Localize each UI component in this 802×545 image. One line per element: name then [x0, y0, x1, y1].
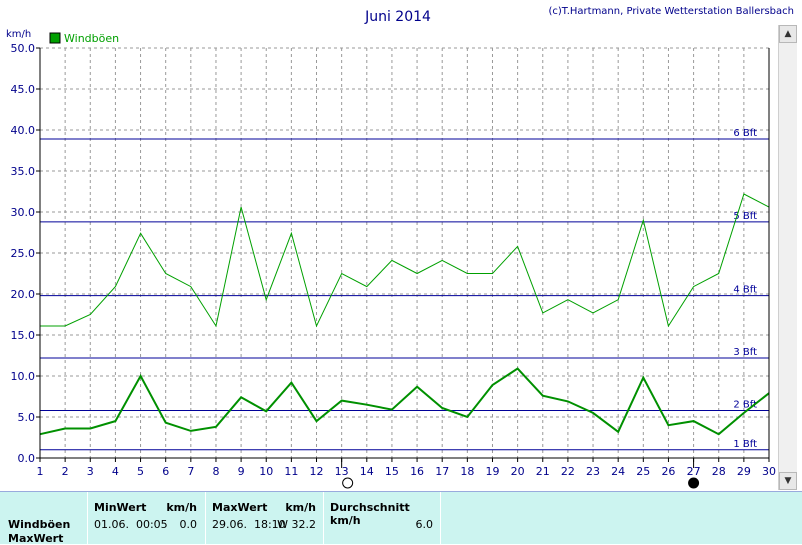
x-tick-label: 22: [561, 465, 575, 478]
x-tick-label: 6: [162, 465, 169, 478]
y-tick-label: 15.0: [11, 329, 36, 342]
row-label-maxwert: MaxWert: [8, 532, 64, 545]
legend: Windböen: [49, 32, 119, 45]
x-tick-label: 24: [611, 465, 625, 478]
x-tick-label: 13: [335, 465, 349, 478]
maxwert-datetime: 29.06. 18:10: [212, 518, 286, 531]
durchschnitt-value: 6.0: [415, 518, 434, 531]
y-tick-label: 25.0: [11, 247, 36, 260]
minwert-datetime: 01.06. 00:05: [94, 518, 168, 531]
y-axis-unit: km/h: [6, 29, 31, 40]
new-moon-icon: [688, 477, 700, 489]
y-tick-label: 10.0: [11, 370, 36, 383]
durchschnitt-cell: Durchschnitt km/h 6.0: [324, 492, 441, 544]
y-tick-label: 5.0: [18, 411, 36, 424]
y-tick-label: 30.0: [11, 206, 36, 219]
full-moon-icon: [342, 477, 354, 489]
row-label-cell: Windböen MaxWert: [0, 492, 88, 545]
x-tick-label: 12: [310, 465, 324, 478]
minwert-header: MinWert: [94, 501, 147, 514]
y-tick-label: 20.0: [11, 288, 36, 301]
maxwert-cell: MaxWert km/h 29.06. 18:10 W 32.2: [206, 492, 324, 544]
x-tick-label: 21: [536, 465, 550, 478]
wind-chart: 1 Bft 2 Bft 3 Bft 4 Bft 5 Bft 6 Bft 0.0 5.0 10.…: [6, 6, 794, 489]
chart-title: Juni 2014: [364, 9, 431, 25]
x-tick-label: 17: [435, 465, 449, 478]
empty-cell: [441, 492, 802, 544]
x-tick-label: 10: [259, 465, 273, 478]
vertical-scrollbar[interactable]: ▲ ▼: [778, 25, 797, 490]
x-tick-label: 8: [212, 465, 219, 478]
beaufort-label: 5 Bft: [733, 211, 757, 222]
beaufort-label: 2 Bft: [733, 399, 757, 410]
x-tick-label: 19: [485, 465, 499, 478]
beaufort-label: 1 Bft: [733, 439, 757, 450]
x-tick-label: 11: [284, 465, 298, 478]
row-label-windboeen: Windböen: [8, 518, 71, 531]
beaufort-label: 6 Bft: [733, 128, 757, 139]
y-tick-label: 35.0: [11, 165, 36, 178]
copyright-text: (c)T.Hartmann, Private Wetterstation Bal…: [548, 6, 794, 17]
minwert-value: 0.0: [179, 518, 198, 531]
series-line-secondary: [39, 367, 770, 436]
moon-markers: [341, 458, 700, 489]
x-tick-label: 14: [360, 465, 374, 478]
x-tick-label: 26: [661, 465, 675, 478]
maxwert-unit: km/h: [285, 501, 316, 514]
x-tick-label: 16: [410, 465, 424, 478]
tick-labels: 0.0 5.0 10.0 15.0 20.0 25.0 30.0 35.0 40.0 45.0 50…: [11, 42, 777, 478]
x-tick-label: 5: [137, 465, 144, 478]
minwert-unit: km/h: [166, 501, 197, 514]
grid: [40, 47, 769, 458]
x-tick-label: 27: [687, 465, 701, 478]
y-tick-label: 0.0: [18, 452, 36, 465]
x-tick-label: 9: [238, 465, 245, 478]
series-line-windboeen: [40, 193, 770, 328]
statistics-panel: Windböen MaxWert MinWert km/h 01.06. 00:…: [0, 491, 802, 545]
maxwert-value: W 32.2: [277, 518, 316, 531]
x-tick-label: 3: [87, 465, 94, 478]
beaufort-label: 4 Bft: [733, 285, 757, 296]
minwert-cell: MinWert km/h 01.06. 00:05 0.0: [88, 492, 206, 544]
y-tick-label: 50.0: [11, 42, 36, 55]
y-tick-label: 45.0: [11, 83, 36, 96]
x-tick-label: 20: [511, 465, 525, 478]
axes: [36, 47, 770, 462]
legend-label: Windböen: [64, 32, 119, 45]
x-tick-label: 18: [460, 465, 474, 478]
x-tick-label: 4: [112, 465, 119, 478]
x-tick-label: 25: [636, 465, 650, 478]
beaufort-label: 3 Bft: [733, 347, 757, 358]
x-tick-label: 15: [385, 465, 399, 478]
series-layer: [39, 193, 770, 436]
x-tick-label: 1: [37, 465, 44, 478]
scroll-up-arrow-icon[interactable]: ▲: [779, 25, 797, 43]
durchschnitt-header: Durchschnitt km/h: [330, 501, 410, 527]
scroll-down-arrow-icon[interactable]: ▼: [779, 472, 797, 490]
beaufort-lines: 1 Bft 2 Bft 3 Bft 4 Bft 5 Bft 6 Bft: [40, 128, 769, 451]
x-tick-label: 7: [187, 465, 194, 478]
maxwert-header: MaxWert: [212, 501, 268, 514]
y-tick-label: 40.0: [11, 124, 36, 137]
x-tick-label: 29: [737, 465, 751, 478]
x-tick-label: 28: [712, 465, 726, 478]
x-tick-label: 23: [586, 465, 600, 478]
x-tick-label: 30: [762, 465, 776, 478]
x-tick-label: 2: [62, 465, 69, 478]
legend-swatch: [49, 32, 61, 44]
